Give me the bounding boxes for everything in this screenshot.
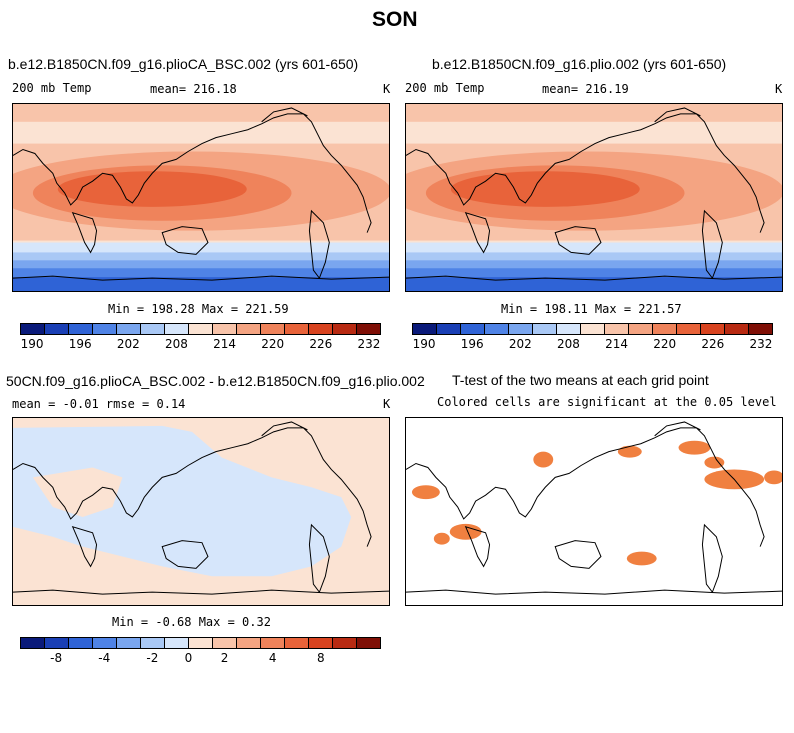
colorbar-tick-label: 4 — [268, 651, 277, 665]
panel1-units: K — [383, 82, 391, 96]
panel4-subtitle: Colored cells are significant at the 0.0… — [437, 395, 777, 409]
colorbar-tick-label: -8 — [50, 651, 63, 665]
colorbar-tick-label: 0 — [184, 651, 193, 665]
colorbar-swatch — [533, 324, 557, 334]
colorbar-swatch — [285, 324, 309, 334]
panel3-units: K — [383, 397, 391, 411]
colorbar-swatch — [261, 324, 285, 334]
panel1-colorbar — [20, 323, 381, 335]
colorbar-swatch — [213, 324, 237, 334]
panel1-map-field — [13, 104, 389, 291]
colorbar-swatch — [21, 638, 45, 648]
colorbar-swatch — [333, 638, 357, 648]
panel3-map — [12, 417, 390, 606]
panel3-title: 50CN.f09_g16.plioCA_BSC.002 - b.e12.B185… — [6, 373, 425, 389]
colorbar-swatch — [93, 324, 117, 334]
colorbar-tick-label: 220 — [261, 337, 285, 351]
colorbar-swatch — [213, 638, 237, 648]
colorbar-swatch — [605, 324, 629, 334]
colorbar-swatch — [117, 638, 141, 648]
panel2-minmax: Min = 198.11 Max = 221.57 — [501, 302, 682, 316]
panel4-map — [405, 417, 783, 606]
panel1-minmax: Min = 198.28 Max = 221.59 — [108, 302, 289, 316]
colorbar-tick-label: 196 — [68, 337, 92, 351]
colorbar-swatch — [725, 324, 749, 334]
colorbar-tick-label: 2 — [220, 651, 229, 665]
colorbar-tick-label: 214 — [213, 337, 237, 351]
colorbar-tick-label: 190 — [412, 337, 436, 351]
colorbar-swatch — [357, 324, 380, 334]
colorbar-swatch — [701, 324, 725, 334]
colorbar-swatch — [117, 324, 141, 334]
colorbar-tick-label: 232 — [357, 337, 381, 351]
colorbar-swatch — [309, 638, 333, 648]
colorbar-tick-label: 190 — [20, 337, 44, 351]
colorbar-swatch — [45, 638, 69, 648]
colorbar-swatch — [165, 324, 189, 334]
colorbar-tick-label: -4 — [98, 651, 111, 665]
colorbar-swatch — [165, 638, 189, 648]
colorbar-tick-label: -2 — [146, 651, 159, 665]
colorbar-tick-label: 196 — [460, 337, 484, 351]
panel4-title: T-test of the two means at each grid poi… — [452, 372, 709, 388]
colorbar-swatch — [437, 324, 461, 334]
colorbar-swatch — [677, 324, 701, 334]
colorbar-swatch — [141, 638, 165, 648]
colorbar-tick-label: 226 — [701, 337, 725, 351]
panel3-colorbar — [20, 637, 381, 649]
panel2-units: K — [775, 82, 783, 96]
colorbar-swatch — [749, 324, 772, 334]
colorbar-swatch — [237, 638, 261, 648]
colorbar-tick-label: 220 — [653, 337, 677, 351]
panel1-mean-label: mean= 216.18 — [150, 82, 237, 96]
colorbar-swatch — [93, 638, 117, 648]
colorbar-tick-label: 226 — [309, 337, 333, 351]
panel3-stats-label: mean = -0.01 rmse = 0.14 — [12, 397, 186, 411]
colorbar-swatch — [461, 324, 485, 334]
colorbar-swatch — [189, 324, 213, 334]
colorbar-swatch — [69, 324, 93, 334]
colorbar-tick-label: 202 — [116, 337, 140, 351]
colorbar-tick-label: 8 — [317, 651, 325, 665]
panel1-variable-label: 200 mb Temp — [12, 81, 92, 95]
colorbar-swatch — [357, 638, 380, 648]
colorbar-tick-label: 214 — [605, 337, 629, 351]
panel2-variable-label: 200 mb Temp — [405, 81, 485, 95]
colorbar-swatch — [557, 324, 581, 334]
colorbar-swatch — [21, 324, 45, 334]
colorbar-tick-label: 202 — [508, 337, 532, 351]
panel2-map-field — [406, 104, 782, 291]
colorbar-swatch — [45, 324, 69, 334]
colorbar-swatch — [653, 324, 677, 334]
colorbar-tick-label: 208 — [556, 337, 580, 351]
colorbar-swatch — [485, 324, 509, 334]
colorbar-swatch — [141, 324, 165, 334]
colorbar-swatch — [509, 324, 533, 334]
colorbar-tick-label: 208 — [164, 337, 188, 351]
colorbar-swatch — [309, 324, 333, 334]
panel2-map — [405, 103, 783, 292]
colorbar-swatch — [285, 638, 309, 648]
colorbar-swatch — [333, 324, 357, 334]
panel3-minmax: Min = -0.68 Max = 0.32 — [112, 615, 271, 629]
panel4-map-field — [406, 418, 782, 605]
panel2-colorbar — [412, 323, 773, 335]
colorbar-swatch — [69, 638, 93, 648]
colorbar-tick-label: 232 — [749, 337, 773, 351]
colorbar-swatch — [581, 324, 605, 334]
panel1-title: b.e12.B1850CN.f09_g16.plioCA_BSC.002 (yr… — [8, 56, 359, 72]
colorbar-swatch — [189, 638, 213, 648]
panel3-map-field — [13, 418, 389, 605]
panel2-title: b.e12.B1850CN.f09_g16.plio.002 (yrs 601-… — [432, 56, 727, 72]
colorbar-swatch — [413, 324, 437, 334]
panel1-map — [12, 103, 390, 292]
figure-title: SON — [372, 8, 418, 31]
colorbar-swatch — [629, 324, 653, 334]
colorbar-swatch — [237, 324, 261, 334]
colorbar-swatch — [261, 638, 285, 648]
panel2-mean-label: mean= 216.19 — [542, 82, 629, 96]
